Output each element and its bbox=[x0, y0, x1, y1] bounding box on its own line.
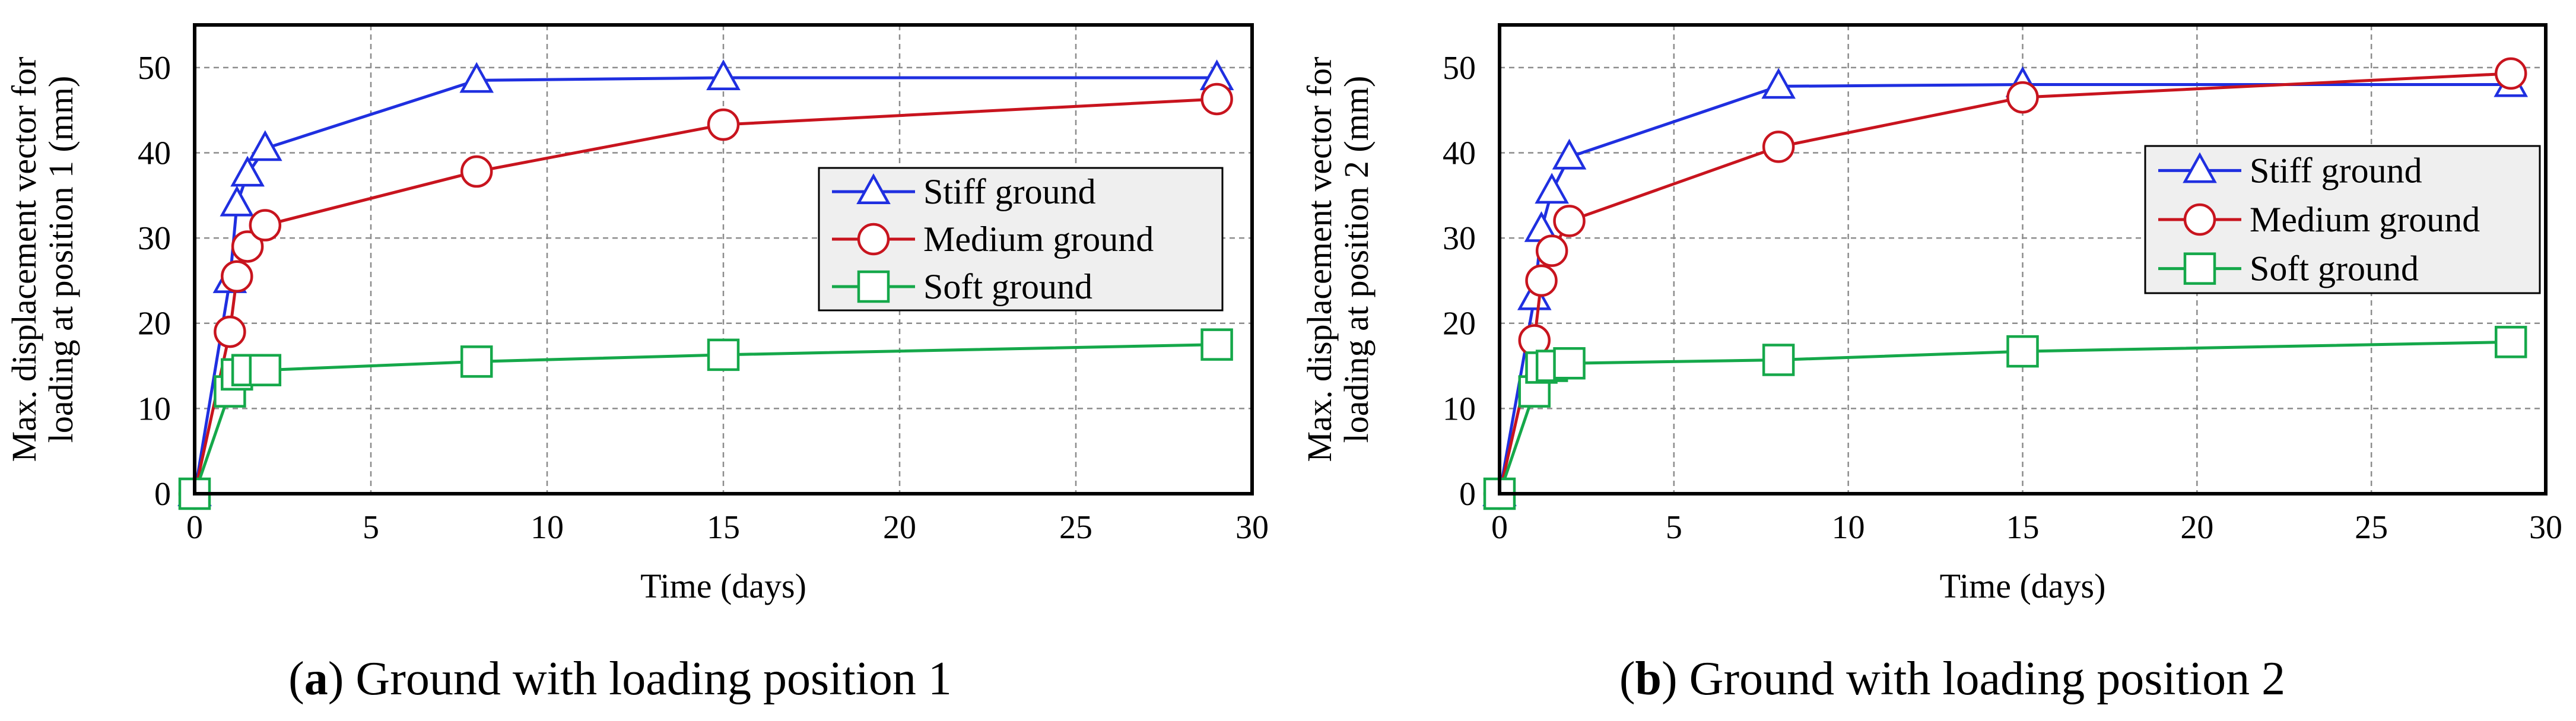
data-point bbox=[1200, 82, 1233, 116]
legend-triangle-icon bbox=[2183, 152, 2217, 183]
x-tick-label: 5 bbox=[363, 509, 379, 546]
y-tick-label: 10 bbox=[1443, 390, 1476, 427]
legend-label: Stiff ground bbox=[2250, 151, 2422, 190]
data-point bbox=[1762, 344, 1795, 376]
data-point bbox=[1762, 131, 1795, 163]
series-soft-ground bbox=[1483, 326, 2527, 510]
x-tick-label: 20 bbox=[2180, 509, 2213, 546]
legend: Stiff ground Medium ground Soft ground bbox=[818, 167, 1224, 312]
data-point bbox=[707, 108, 740, 141]
data-point bbox=[2494, 326, 2527, 358]
x-axis-label: Time (days) bbox=[1940, 567, 2106, 605]
legend-square-icon bbox=[2183, 252, 2216, 285]
data-point bbox=[249, 209, 282, 242]
legend-triangle-icon bbox=[856, 173, 891, 204]
data-point bbox=[231, 230, 264, 263]
data-point bbox=[459, 62, 494, 93]
x-tick-label: 30 bbox=[2529, 509, 2562, 546]
data-point bbox=[1525, 264, 1558, 297]
y-tick-label: 50 bbox=[138, 50, 171, 87]
data-point bbox=[1552, 138, 1587, 170]
y-tick-label: 40 bbox=[138, 135, 171, 171]
chart-panel-a: 0 5 10 15 20 25 30 0 10 20 30 40 50 Time (days) Max. d… bbox=[5, 23, 1269, 605]
series-medium-ground bbox=[1483, 57, 2527, 510]
x-tick-label: 15 bbox=[707, 509, 740, 546]
x-tick-label: 25 bbox=[2355, 509, 2388, 546]
data-point bbox=[221, 260, 253, 293]
x-tick-label: 20 bbox=[883, 509, 916, 546]
y-tick-label: 0 bbox=[1459, 476, 1476, 513]
y-axis-label: loading at position 1 (mm) bbox=[42, 76, 80, 443]
legend-label: Soft ground bbox=[2250, 249, 2419, 288]
data-point bbox=[1535, 173, 1569, 204]
legend-label: Soft ground bbox=[923, 267, 1092, 306]
x-tick-label: 15 bbox=[2006, 509, 2040, 546]
data-point bbox=[1553, 205, 1586, 237]
legend-label: Medium ground bbox=[923, 220, 1154, 259]
y-tick-label: 20 bbox=[138, 306, 171, 342]
data-point bbox=[1761, 68, 1796, 99]
data-point bbox=[460, 345, 493, 378]
data-point bbox=[1553, 347, 1586, 380]
data-point bbox=[230, 155, 265, 187]
chart-panel-b: 0 5 10 15 20 25 30 0 10 20 30 40 50 Time (days) Max. d… bbox=[1300, 23, 2562, 605]
data-point bbox=[2494, 57, 2527, 90]
y-tick-label: 30 bbox=[1443, 220, 1476, 257]
series-soft-ground bbox=[178, 328, 1233, 510]
data-point bbox=[707, 338, 740, 371]
x-tick-label: 0 bbox=[186, 509, 203, 546]
x-tick-label: 10 bbox=[531, 509, 564, 546]
y-tick-label: 50 bbox=[1443, 50, 1476, 87]
x-tick-label: 5 bbox=[1666, 509, 1682, 546]
y-tick-label: 30 bbox=[138, 220, 171, 257]
y-tick-label: 20 bbox=[1443, 306, 1476, 342]
data-point bbox=[460, 155, 493, 188]
x-tick-label: 10 bbox=[1832, 509, 1865, 546]
data-point bbox=[2006, 335, 2039, 368]
y-tick-label: 10 bbox=[138, 390, 171, 427]
y-tick-label: 0 bbox=[154, 476, 171, 513]
x-tick-label: 0 bbox=[1491, 509, 1508, 546]
data-point bbox=[706, 59, 741, 91]
y-axis-label: Max. displacement vector for bbox=[1300, 57, 1339, 462]
y-tick-label: 40 bbox=[1443, 135, 1476, 171]
legend-circle-icon bbox=[857, 223, 890, 256]
data-point bbox=[247, 130, 282, 161]
y-axis-label: Max. displacement vector for bbox=[5, 57, 43, 462]
legend: Stiff ground Medium ground Soft ground bbox=[2144, 145, 2541, 294]
plot-frame bbox=[193, 23, 1254, 496]
x-tick-label: 30 bbox=[1235, 509, 1269, 546]
data-point bbox=[1200, 328, 1233, 361]
legend-square-icon bbox=[857, 270, 890, 303]
x-tick-label: 25 bbox=[1059, 509, 1092, 546]
data-point bbox=[1535, 234, 1568, 267]
y-axis-label: loading at position 2 (mm) bbox=[1337, 76, 1376, 443]
caption-b: (b) Ground with loading position 2 bbox=[1619, 653, 2285, 705]
data-point bbox=[214, 315, 246, 348]
data-point bbox=[249, 354, 282, 386]
x-axis-label: Time (days) bbox=[640, 567, 806, 605]
legend-circle-icon bbox=[2183, 203, 2216, 236]
caption-a: (a) Ground with loading position 1 bbox=[288, 653, 952, 705]
legend-label: Stiff ground bbox=[923, 172, 1096, 211]
data-point bbox=[220, 185, 255, 217]
legend-label: Medium ground bbox=[2250, 200, 2480, 239]
data-point bbox=[2006, 81, 2039, 114]
plot-frame bbox=[1498, 23, 2548, 496]
